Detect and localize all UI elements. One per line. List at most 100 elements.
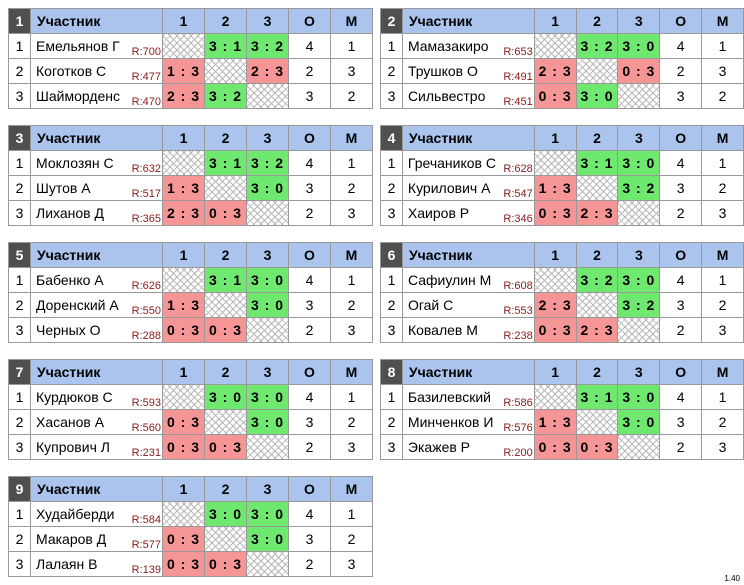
player-name-cell: Минченков И R:576 (401, 409, 535, 435)
player-name-cell: Лалаян В R:139 (30, 551, 163, 577)
group-header-row: 2 Участник 1 2 3 О М (380, 8, 744, 34)
player-name[interactable]: Черных О (36, 322, 101, 338)
player-name[interactable]: Бабенко А (36, 272, 104, 288)
place-value: 2 (701, 83, 744, 109)
player-name-cell: Лиханов Д R:365 (30, 200, 163, 226)
player-name[interactable]: Хаиров Р (407, 205, 470, 221)
player-name[interactable]: Минченков И (407, 414, 494, 430)
group-header-row: 6 Участник 1 2 3 О М (380, 242, 744, 268)
place-header: М (330, 476, 373, 502)
player-name-cell: Емельянов Г R:700 (30, 33, 163, 59)
player-name[interactable]: Сафиулин М (407, 272, 492, 288)
player-name[interactable]: Хасанов А (36, 414, 105, 430)
points-value: 4 (288, 150, 331, 176)
row-number: 3 (8, 317, 31, 343)
player-rating: R:586 (502, 397, 533, 409)
player-name[interactable]: Гречаников С (407, 155, 496, 171)
opponent-col-header-2: 2 (575, 359, 619, 385)
row-number: 1 (8, 33, 31, 59)
row-number: 3 (8, 434, 31, 460)
player-name[interactable]: Шутов А (36, 180, 91, 196)
place-header: М (701, 242, 744, 268)
player-rating: R:365 (130, 213, 161, 225)
points-value: 4 (659, 267, 703, 293)
place-value: 1 (701, 150, 744, 176)
player-rating: R:576 (502, 422, 533, 434)
opponent-col-header-2: 2 (204, 8, 247, 34)
self-match-cell (204, 526, 247, 552)
match-score: 1 : 3 (533, 175, 577, 201)
self-match-cell (246, 83, 289, 109)
player-name[interactable]: Коготков С (36, 63, 107, 79)
player-name-cell: Сильвестро R:451 (401, 83, 535, 109)
player-name-cell: Экажев Р R:200 (401, 434, 535, 460)
match-score: 3 : 0 (246, 267, 289, 293)
player-name[interactable]: Мамазакиро (407, 38, 489, 54)
player-rating: R:700 (130, 46, 161, 58)
player-name[interactable]: Емельянов Г (36, 38, 120, 54)
opponent-col-header-1: 1 (533, 359, 577, 385)
player-rating: R:628 (502, 163, 533, 175)
self-match-cell (204, 175, 247, 201)
player-name[interactable]: Моклозян С (36, 155, 114, 171)
group-header-row: 7 Участник 1 2 3 О М (8, 359, 373, 385)
player-name[interactable]: Худайберди (36, 506, 115, 522)
player-name[interactable]: Сильвестро (407, 88, 486, 104)
player-name[interactable]: Лиханов Д (36, 205, 104, 221)
player-name[interactable]: Базилевский (407, 389, 491, 405)
group-header-row: 5 Участник 1 2 3 О М (8, 242, 373, 268)
self-match-cell (617, 83, 661, 109)
place-value: 2 (330, 175, 373, 201)
player-name[interactable]: Курдюков С (36, 389, 113, 405)
match-score: 0 : 3 (533, 83, 577, 109)
player-name[interactable]: Шайморденс (36, 88, 120, 104)
row-number: 3 (380, 83, 403, 109)
player-rating: R:550 (130, 305, 161, 317)
group-header-row: 8 Участник 1 2 3 О М (380, 359, 744, 385)
match-score: 3 : 0 (575, 83, 619, 109)
player-name-cell: Шутов А R:517 (30, 175, 163, 201)
player-name[interactable]: Огай С (407, 297, 454, 313)
opponent-col-header-3: 3 (246, 359, 289, 385)
player-name[interactable]: Доренский А (36, 297, 119, 313)
self-match-cell (533, 150, 577, 176)
opponent-col-header-1: 1 (533, 125, 577, 151)
player-rating: R:653 (502, 46, 533, 58)
place-value: 3 (330, 200, 373, 226)
self-match-cell (533, 33, 577, 59)
player-name[interactable]: Курилович А (407, 180, 491, 196)
opponent-col-header-2: 2 (575, 242, 619, 268)
group-number: 5 (8, 242, 31, 268)
place-value: 3 (701, 317, 744, 343)
version-label: 1.40 (724, 574, 740, 583)
match-score: 3 : 0 (617, 150, 661, 176)
opponent-col-header-2: 2 (575, 125, 619, 151)
player-name[interactable]: Трушков О (407, 63, 478, 79)
match-score: 2 : 3 (575, 317, 619, 343)
player-name[interactable]: Купрович Л (36, 439, 110, 455)
points-header: О (659, 359, 703, 385)
player-name[interactable]: Экажев Р (407, 439, 471, 455)
points-value: 2 (659, 200, 703, 226)
player-name-cell: Коготков С R:477 (30, 58, 163, 84)
player-name-cell: Шайморденс R:470 (30, 83, 163, 109)
points-header: О (659, 125, 703, 151)
place-value: 3 (701, 434, 744, 460)
player-name[interactable]: Лалаян В (36, 556, 98, 572)
points-value: 4 (659, 384, 703, 410)
player-name[interactable]: Ковалев М (407, 322, 478, 338)
player-rating: R:553 (502, 305, 533, 317)
match-score: 0 : 3 (162, 434, 205, 460)
self-match-cell (533, 267, 577, 293)
player-name[interactable]: Макаров Д (36, 531, 107, 547)
player-name-cell: Доренский А R:550 (30, 292, 163, 318)
place-value: 3 (330, 58, 373, 84)
